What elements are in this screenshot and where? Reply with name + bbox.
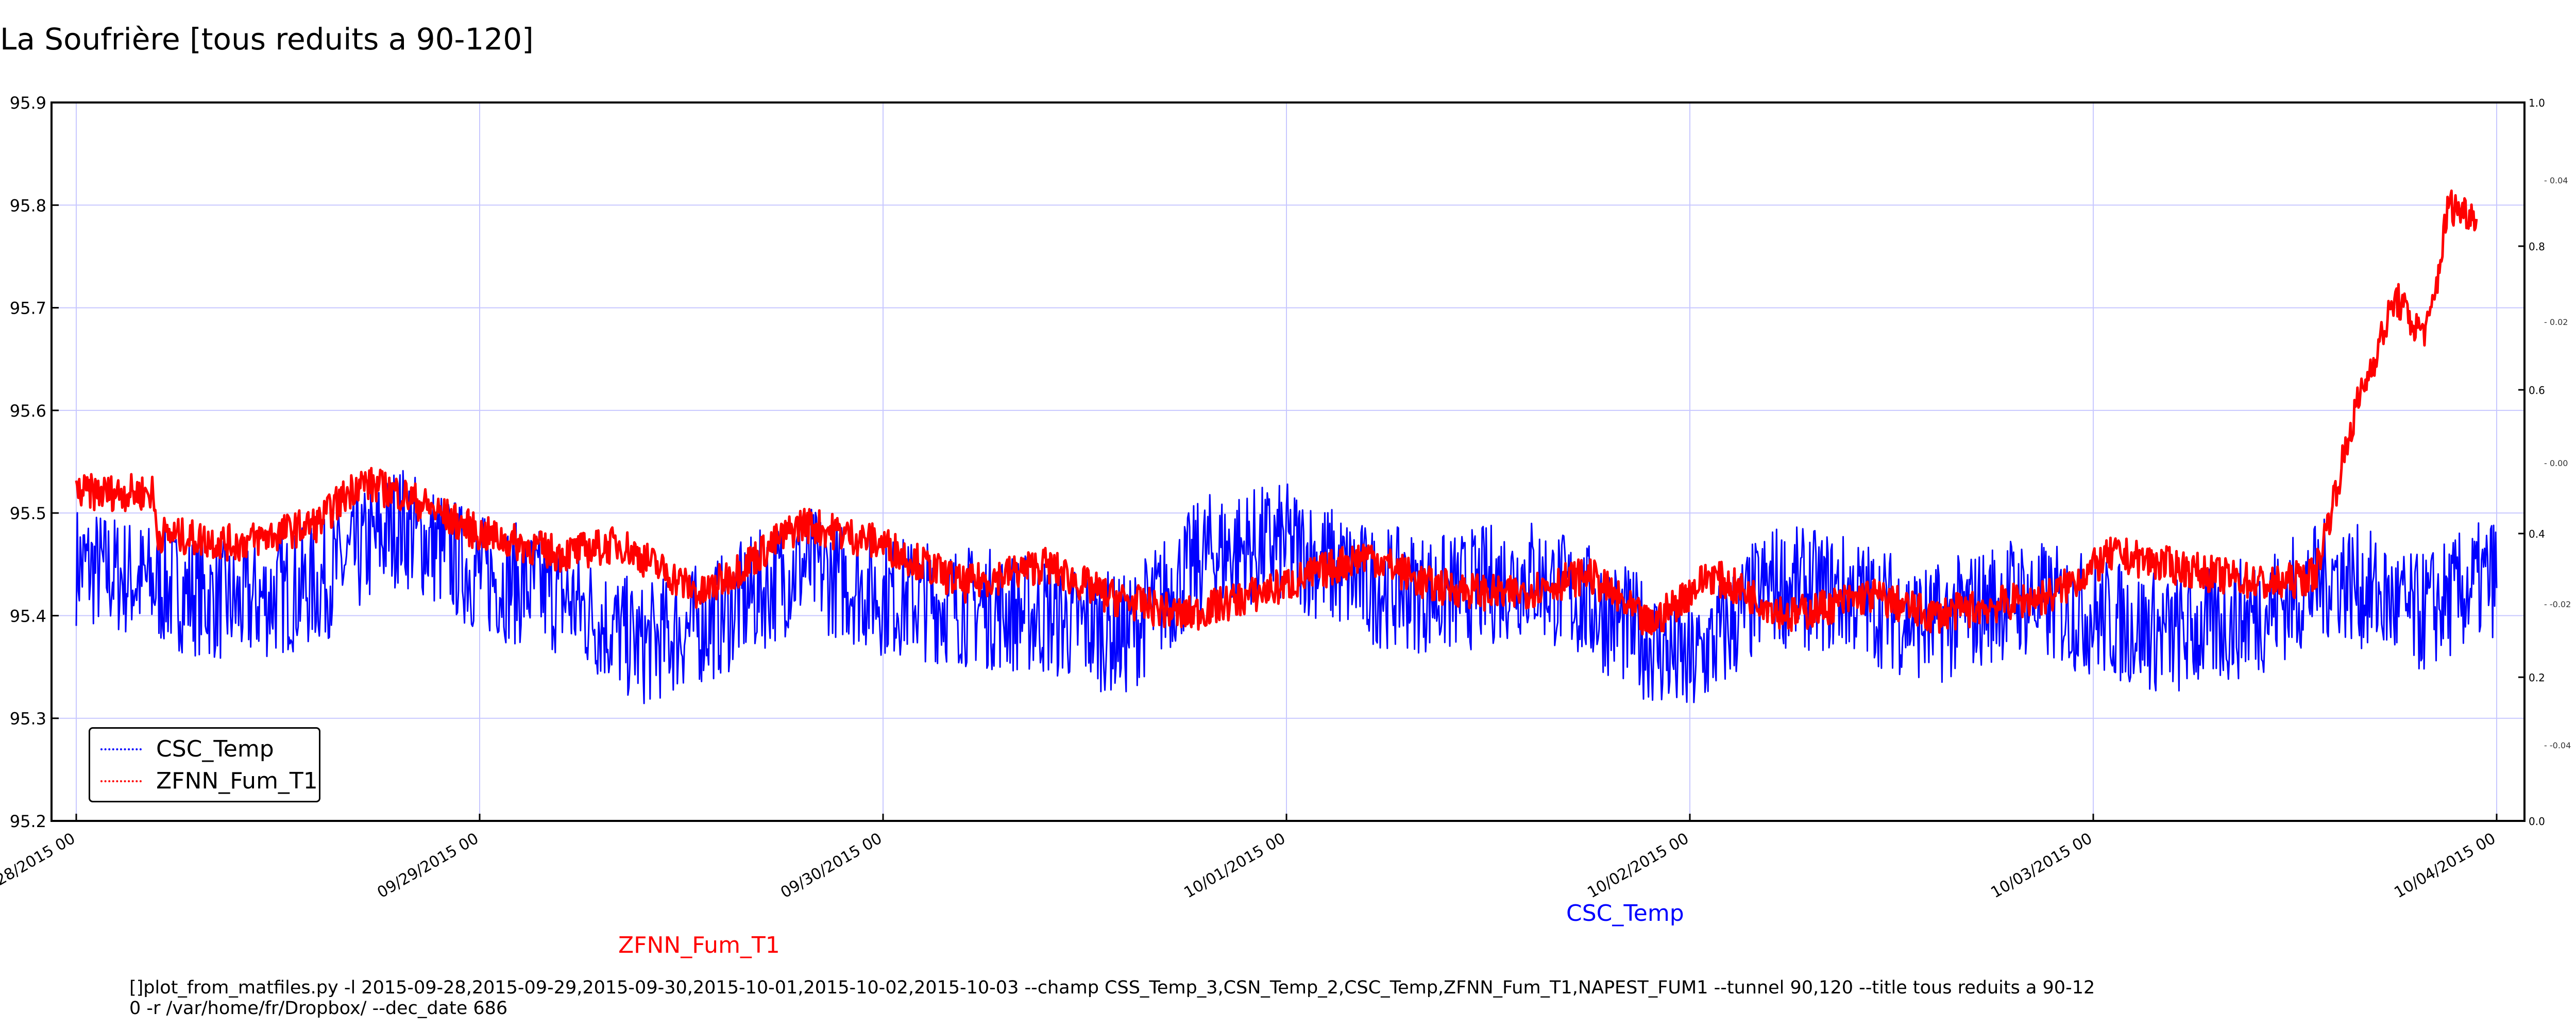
series-line xyxy=(75,189,2478,636)
x-tick-label: 10/02/2015 00 xyxy=(1584,830,1692,902)
legend-label: CSC_Temp xyxy=(156,736,274,762)
y-tick-label: 95.7 xyxy=(10,299,46,318)
x-tick-label: 10/01/2015 00 xyxy=(1181,830,1289,902)
y-tick-label: 95.3 xyxy=(10,709,46,729)
grid xyxy=(52,101,2524,822)
x-tick-label: 09/29/2015 00 xyxy=(374,830,482,902)
left-series-label: ZFNN_Fum_T1 xyxy=(618,932,780,958)
plot-frame xyxy=(50,101,2526,822)
y-tick-label: 95.4 xyxy=(10,606,46,626)
right-series-label: CSC_Temp xyxy=(1566,900,1684,926)
right-inner-tick-label: - 0.04 xyxy=(2544,176,2568,185)
y-tick-label: 95.6 xyxy=(10,401,46,421)
series-CSC_Temp xyxy=(75,470,2498,705)
right-tick-label: 1.0 xyxy=(2529,97,2545,109)
right-tick-label: 0.6 xyxy=(2529,384,2545,397)
series-ZFNN_Fum_T1 xyxy=(75,189,2478,636)
chart-title: La Soufrière [tous reduits a 90-120] xyxy=(0,22,534,57)
right-inner-tick-label: - -0.04 xyxy=(2544,741,2571,750)
legend-item-zfnn: ZFNN_Fum_T1 xyxy=(90,766,319,797)
x-tick-label: 09/30/2015 00 xyxy=(777,830,885,902)
right-inner-tick-label: - 0.00 xyxy=(2544,458,2568,468)
legend-swatch-blue xyxy=(100,748,142,750)
y-tick-label: 95.2 xyxy=(10,812,46,831)
right-inner-tick-label: - 0.02 xyxy=(2544,317,2568,327)
x-tick-label: 10/04/2015 00 xyxy=(2391,830,2499,902)
legend-item-csc: CSC_Temp xyxy=(90,734,319,765)
right-axis-labels: 0.0 0.2 0.4 0.6 0.8 1.0 - -0.04 - -0.02 - 0.00 - … xyxy=(2529,97,2571,828)
x-tick-label: 09/28/2015 00 xyxy=(0,830,78,902)
right-inner-tick-label: - -0.02 xyxy=(2544,599,2571,609)
y-tick-label: 95.9 xyxy=(10,93,46,113)
y-tick-label: 95.5 xyxy=(10,504,46,523)
series-line xyxy=(75,470,2498,705)
legend-swatch-red xyxy=(100,780,142,782)
legend: CSC_Temp ZFNN_Fum_T1 xyxy=(89,727,320,802)
right-tick-label: 0.8 xyxy=(2529,241,2545,253)
y-tick-label: 95.8 xyxy=(10,196,46,215)
plot-series xyxy=(75,189,2498,705)
legend-label: ZFNN_Fum_T1 xyxy=(156,768,318,794)
footer-command: []plot_from_matfiles.py -l 2015-09-28,20… xyxy=(129,977,2095,1019)
right-tick-label: 0.4 xyxy=(2529,528,2545,540)
x-axis-labels: 09/28/2015 00 09/29/2015 00 09/30/2015 00 1… xyxy=(0,830,2499,902)
x-tick-label: 10/03/2015 00 xyxy=(1988,830,2095,902)
right-tick-label: 0.0 xyxy=(2529,815,2545,828)
y-axis-labels: 95.2 95.3 95.4 95.5 95.6 95.7 95.8 95.9 xyxy=(10,93,46,831)
right-tick-label: 0.2 xyxy=(2529,672,2545,684)
